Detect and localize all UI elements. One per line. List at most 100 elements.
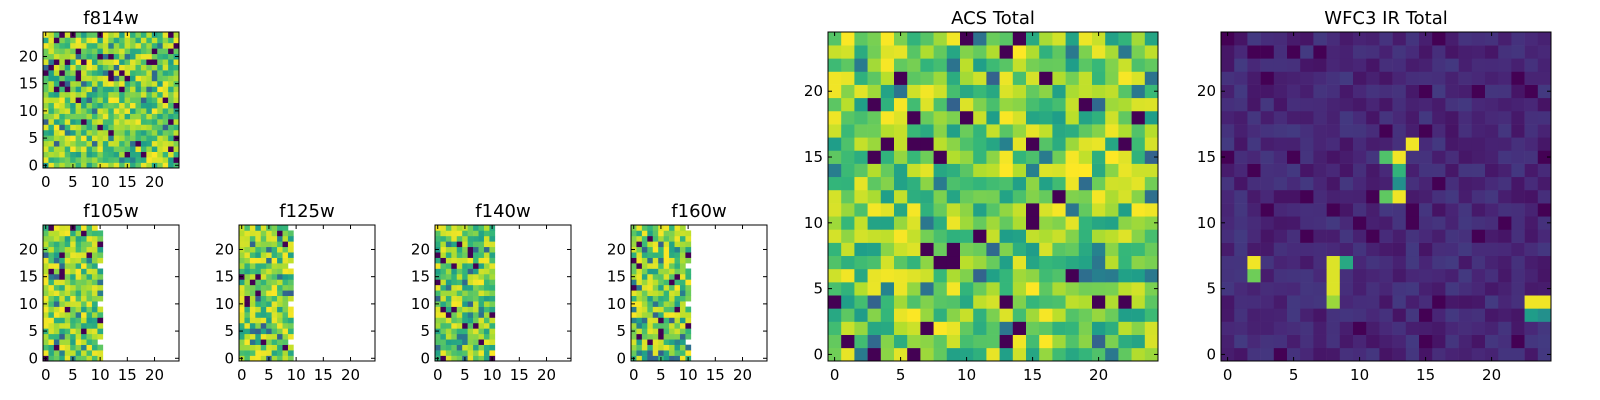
heatmap-cell — [1260, 308, 1275, 322]
heatmap-cell — [239, 241, 245, 248]
heatmap-cell — [478, 328, 485, 335]
heatmap-cell — [53, 252, 60, 258]
heatmap-cell — [1092, 308, 1106, 322]
heatmap-cell — [53, 64, 60, 71]
heatmap-cell — [1234, 255, 1248, 270]
heatmap-cell — [53, 42, 60, 49]
heatmap-cell — [1012, 321, 1027, 335]
heatmap-cell — [249, 225, 256, 231]
heatmap-cell — [685, 322, 692, 329]
heatmap-cell — [1105, 321, 1119, 335]
heatmap-cells — [1221, 32, 1552, 362]
heatmap-cell — [1326, 242, 1341, 257]
heatmap-cell — [1039, 97, 1053, 112]
heatmap-cell — [1026, 97, 1040, 112]
heatmap-cell — [91, 312, 98, 318]
heatmap-cell — [53, 306, 60, 313]
x-tick-label: 0 — [830, 366, 840, 384]
heatmap-cell — [1485, 321, 1499, 335]
heatmap-cell — [456, 290, 463, 297]
heatmap-cell — [478, 284, 485, 291]
heatmap-cell — [973, 255, 987, 270]
heatmap-cell — [53, 317, 60, 324]
heatmap-cell — [658, 317, 664, 324]
heatmap-cell — [239, 290, 245, 297]
x-tick-label: 15 — [118, 366, 137, 384]
heatmap-cell — [1234, 242, 1248, 257]
heatmap-cell — [1392, 268, 1407, 283]
heatmap-cell — [287, 322, 294, 329]
heatmap-cell — [631, 350, 637, 356]
heatmap-cell — [674, 246, 681, 253]
heatmap-cell — [86, 350, 93, 356]
heatmap-cell — [1026, 189, 1040, 204]
heatmap-cell — [1392, 176, 1407, 191]
heatmap-cell — [1313, 216, 1327, 230]
heatmap-cell — [130, 108, 136, 114]
heatmap-cell — [467, 350, 474, 356]
heatmap-cell — [1234, 216, 1248, 230]
heatmap-cell — [59, 75, 66, 82]
heatmap-cell — [636, 301, 643, 307]
heatmap-cell — [81, 301, 87, 307]
heatmap-cell — [1065, 176, 1080, 191]
heatmap-cell — [867, 189, 882, 204]
heatmap-cell — [679, 257, 686, 264]
heatmap-cell — [64, 295, 71, 302]
heatmap-cell — [53, 344, 60, 351]
heatmap-cell — [59, 246, 66, 253]
x-tick-label: 5 — [264, 366, 274, 384]
heatmap-cell — [86, 306, 93, 313]
heatmap-cell — [674, 306, 681, 313]
heatmap-cell — [636, 252, 643, 258]
heatmap-cell — [1432, 347, 1446, 362]
heatmap-cell — [999, 84, 1014, 99]
heatmap-cell — [244, 350, 251, 356]
y-tick-label: 10 — [1197, 214, 1216, 232]
heatmap-cell — [59, 279, 66, 286]
heatmap-cell — [1260, 45, 1275, 59]
heatmap-cell — [1247, 124, 1261, 138]
heatmap-cell — [255, 263, 262, 269]
heatmap-cell — [674, 235, 681, 242]
heatmap-cell — [124, 113, 131, 120]
heatmap-cell — [1092, 203, 1106, 217]
heatmap-cell — [81, 91, 87, 98]
heatmap-cell — [70, 64, 76, 71]
heatmap-cell — [70, 279, 76, 286]
heatmap-cell — [854, 84, 868, 99]
heatmap-cell — [48, 102, 55, 109]
heatmap-cell — [260, 355, 267, 362]
heatmap-cell — [1537, 203, 1552, 217]
heatmap-cell — [1339, 242, 1354, 257]
heatmap-cell — [260, 279, 267, 286]
heatmap-cell — [1313, 268, 1327, 283]
heatmap-cell — [1445, 229, 1459, 243]
heatmap-cell — [1366, 255, 1380, 270]
heatmap-cell — [1026, 321, 1040, 335]
heatmap-cell — [48, 273, 55, 280]
heatmap-cell — [652, 290, 659, 297]
heatmap-cell — [1026, 268, 1040, 283]
heatmap-cell — [478, 279, 485, 286]
heatmap-cell — [244, 230, 251, 237]
heatmap-cell — [467, 290, 474, 297]
heatmap-cell — [1524, 45, 1539, 59]
heatmap-cell — [53, 246, 60, 253]
y-tick-label: 15 — [19, 268, 38, 286]
heatmap-cells — [631, 225, 692, 362]
heatmap-cell — [277, 317, 283, 324]
heatmap-cell — [658, 350, 664, 356]
heatmap-cell — [43, 124, 49, 131]
heatmap-cell — [1300, 255, 1314, 270]
heatmap-cell — [1118, 268, 1132, 283]
heatmap-cell — [53, 279, 60, 286]
heatmap-cell — [1511, 45, 1525, 59]
heatmap-cell — [266, 284, 272, 291]
heatmap-cell — [48, 333, 55, 340]
heatmap-cell — [1326, 189, 1341, 204]
heatmap-cell — [652, 355, 659, 362]
heatmap-cell — [679, 263, 686, 269]
heatmap-cell — [151, 124, 158, 131]
